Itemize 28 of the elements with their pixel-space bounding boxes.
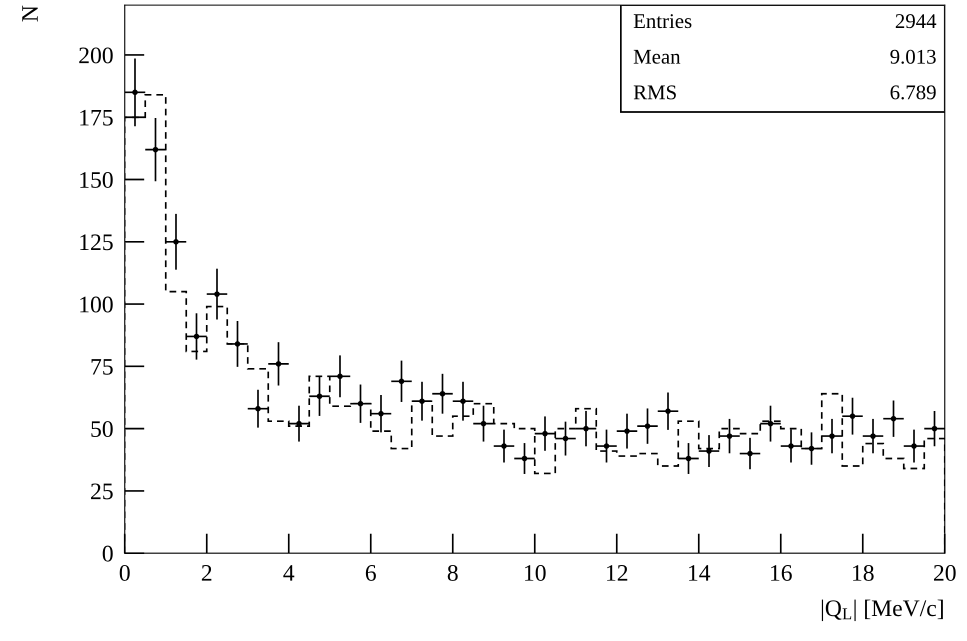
- x-tick-label: 18: [853, 564, 874, 581]
- annotation: Entries: [634, 14, 692, 28]
- y-tick-label: 0: [102, 546, 113, 562]
- annotation: 6.789: [890, 85, 936, 100]
- y-tick-label: 25: [91, 483, 113, 500]
- annotation: 9.013: [890, 50, 936, 64]
- y-tick-label: 50: [91, 421, 113, 438]
- x-tick-label: 6: [366, 565, 376, 581]
- y-tick-label: 125: [80, 234, 113, 250]
- y-tick-label: 175: [80, 110, 113, 126]
- annotation: 2944: [896, 14, 936, 28]
- x-tick-label: 2: [202, 565, 212, 581]
- x-tick-label: 0: [120, 564, 130, 581]
- x-tick-label: 14: [689, 565, 710, 581]
- x-tick-label: 10: [525, 564, 546, 581]
- x-axis-title: |Q$_{L}$| [MeV/c]: [822, 600, 943, 622]
- x-tick-label: 8: [448, 564, 458, 581]
- x-tick-label: 16: [771, 565, 792, 581]
- y-tick-label: 150: [80, 172, 113, 188]
- x-tick-label: 20: [934, 564, 956, 581]
- annotation: Mean: [634, 50, 680, 64]
- y-axis-title: N: [22, 6, 38, 22]
- y-tick-label: 200: [79, 47, 113, 64]
- y-tick-label: 100: [80, 296, 113, 312]
- y-tick-label: 75: [92, 359, 113, 375]
- annotation: RMS: [634, 85, 676, 100]
- x-tick-label: 4: [283, 565, 294, 581]
- x-tick-label: 12: [607, 565, 628, 581]
